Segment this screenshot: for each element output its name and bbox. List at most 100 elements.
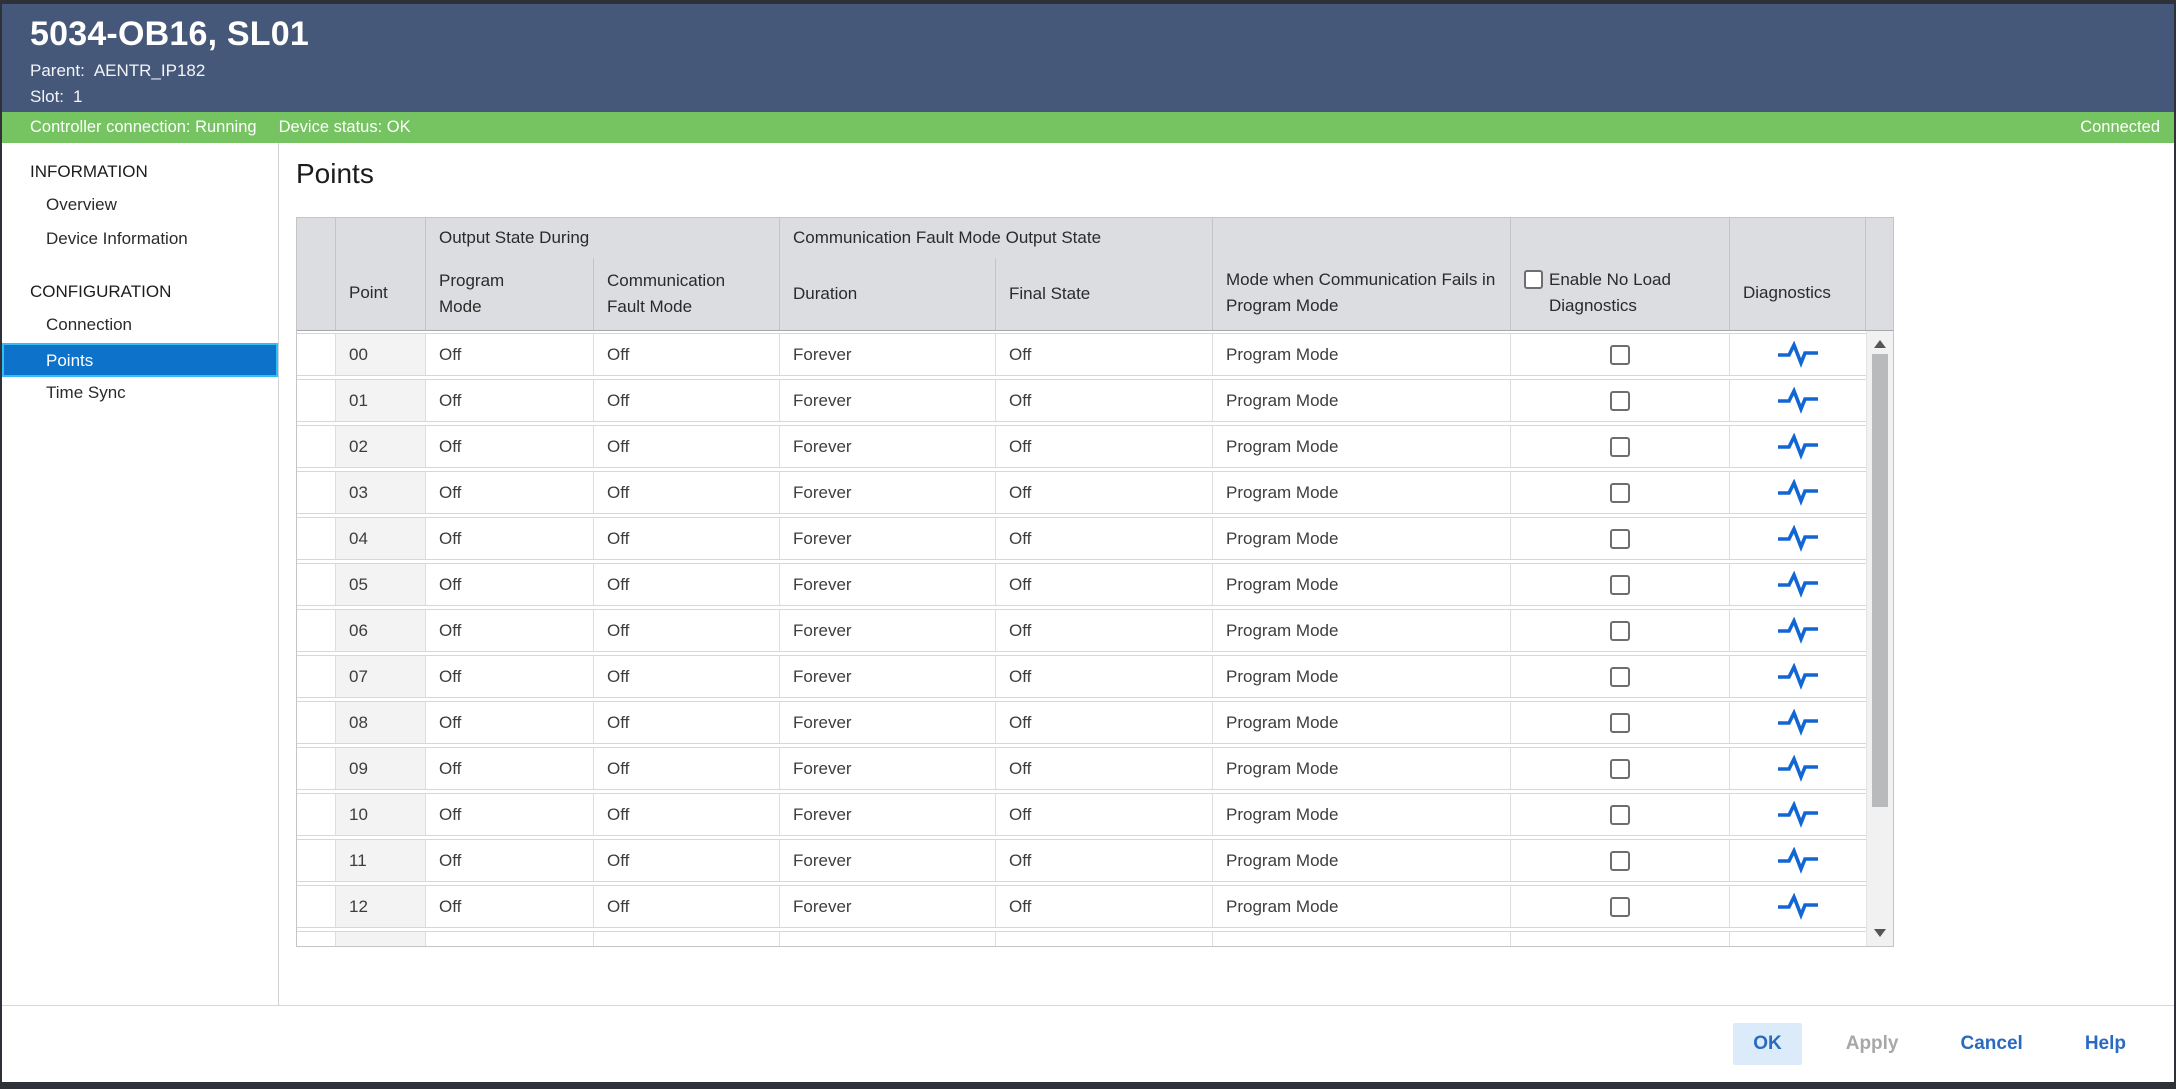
row-selector-cell[interactable]	[297, 702, 335, 743]
row-selector-cell[interactable]	[297, 610, 335, 651]
diagnostics-pulse-icon[interactable]	[1776, 800, 1820, 829]
duration-cell[interactable]: Forever	[779, 610, 995, 651]
row-selector-cell[interactable]	[297, 426, 335, 467]
row-selector-cell[interactable]	[297, 840, 335, 881]
communication-fault-mode-cell[interactable]: Off	[593, 794, 779, 835]
row-selector-cell[interactable]	[297, 518, 335, 559]
diagnostics-pulse-icon[interactable]	[1776, 892, 1820, 921]
diagnostics-pulse-icon[interactable]	[1776, 662, 1820, 691]
communication-fault-mode-cell[interactable]: Off	[593, 334, 779, 375]
vertical-scrollbar[interactable]	[1866, 331, 1893, 946]
row-selector-cell[interactable]	[297, 380, 335, 421]
final-state-cell[interactable]: Off	[995, 564, 1212, 605]
mode-when-communication-fails-cell[interactable]: Program Mode	[1212, 472, 1510, 513]
communication-fault-mode-cell[interactable]: Off	[593, 656, 779, 697]
communication-fault-mode-cell[interactable]: Off	[593, 840, 779, 881]
sidebar-item-time-sync[interactable]: Time Sync	[46, 383, 126, 402]
no-load-checkbox[interactable]	[1610, 390, 1630, 411]
mode-when-communication-fails-cell[interactable]: Program Mode	[1212, 610, 1510, 651]
row-selector-cell[interactable]	[297, 886, 335, 927]
row-selector-cell[interactable]	[297, 932, 335, 946]
diagnostics-pulse-icon[interactable]	[1776, 524, 1820, 553]
communication-fault-mode-cell[interactable]: Off	[593, 748, 779, 789]
row-selector-cell[interactable]	[297, 656, 335, 697]
diagnostics-pulse-icon[interactable]	[1776, 386, 1820, 415]
no-load-checkbox[interactable]	[1610, 850, 1630, 871]
no-load-checkbox[interactable]	[1610, 712, 1630, 733]
communication-fault-mode-cell[interactable]: Off	[593, 610, 779, 651]
diagnostics-pulse-icon[interactable]	[1776, 432, 1820, 461]
no-load-checkbox[interactable]	[1610, 574, 1630, 595]
diagnostics-pulse-icon[interactable]	[1776, 570, 1820, 599]
duration-cell[interactable]: Forever	[779, 518, 995, 559]
enable-no-load-all-checkbox[interactable]	[1524, 269, 1543, 289]
scrollbar-thumb[interactable]	[1872, 354, 1888, 807]
final-state-cell[interactable]: Off	[995, 334, 1212, 375]
communication-fault-mode-cell[interactable]	[593, 932, 779, 946]
final-state-cell[interactable]: Off	[995, 518, 1212, 559]
program-mode-cell[interactable]: Off	[425, 518, 593, 559]
mode-when-communication-fails-cell[interactable]: Program Mode	[1212, 702, 1510, 743]
mode-when-communication-fails-cell[interactable]: Program Mode	[1212, 656, 1510, 697]
program-mode-cell[interactable]: Off	[425, 886, 593, 927]
final-state-cell[interactable]: Off	[995, 472, 1212, 513]
no-load-checkbox[interactable]	[1610, 482, 1630, 503]
final-state-cell[interactable]: Off	[995, 426, 1212, 467]
communication-fault-mode-cell[interactable]: Off	[593, 564, 779, 605]
final-state-cell[interactable]: Off	[995, 610, 1212, 651]
communication-fault-mode-cell[interactable]: Off	[593, 886, 779, 927]
diagnostics-pulse-icon[interactable]	[1776, 754, 1820, 783]
duration-cell[interactable]: Forever	[779, 840, 995, 881]
no-load-checkbox[interactable]	[1610, 804, 1630, 825]
row-selector-cell[interactable]	[297, 334, 335, 375]
program-mode-cell[interactable]: Off	[425, 748, 593, 789]
program-mode-cell[interactable]: Off	[425, 380, 593, 421]
final-state-cell[interactable]: Off	[995, 794, 1212, 835]
program-mode-cell[interactable]: Off	[425, 702, 593, 743]
duration-cell[interactable]: Forever	[779, 794, 995, 835]
sidebar-item-connection[interactable]: Connection	[46, 315, 133, 334]
mode-when-communication-fails-cell[interactable]: Program Mode	[1212, 426, 1510, 467]
mode-when-communication-fails-cell[interactable]: Program Mode	[1212, 334, 1510, 375]
no-load-checkbox[interactable]	[1610, 758, 1630, 779]
row-selector-cell[interactable]	[297, 748, 335, 789]
final-state-cell[interactable]: Off	[995, 748, 1212, 789]
no-load-checkbox[interactable]	[1610, 344, 1630, 365]
no-load-checkbox[interactable]	[1610, 436, 1630, 457]
no-load-checkbox[interactable]	[1610, 620, 1630, 641]
final-state-cell[interactable]: Off	[995, 702, 1212, 743]
program-mode-cell[interactable]: Off	[425, 472, 593, 513]
communication-fault-mode-cell[interactable]: Off	[593, 380, 779, 421]
duration-cell[interactable]: Forever	[779, 886, 995, 927]
final-state-cell[interactable]	[995, 932, 1212, 946]
cancel-button[interactable]: Cancel	[1943, 1023, 2041, 1065]
mode-when-communication-fails-cell[interactable]: Program Mode	[1212, 794, 1510, 835]
no-load-checkbox[interactable]	[1610, 528, 1630, 549]
diagnostics-pulse-icon[interactable]	[1776, 708, 1820, 737]
diagnostics-pulse-icon[interactable]	[1776, 846, 1820, 875]
apply-button[interactable]: Apply	[1828, 1023, 1917, 1065]
scroll-up-icon[interactable]	[1867, 333, 1893, 355]
duration-cell[interactable]: Forever	[779, 564, 995, 605]
mode-when-communication-fails-cell[interactable]: Program Mode	[1212, 564, 1510, 605]
duration-cell[interactable]: Forever	[779, 656, 995, 697]
program-mode-cell[interactable]	[425, 932, 593, 946]
final-state-cell[interactable]: Off	[995, 886, 1212, 927]
communication-fault-mode-cell[interactable]: Off	[593, 472, 779, 513]
diagnostics-pulse-icon[interactable]	[1776, 340, 1820, 369]
mode-when-communication-fails-cell[interactable]: Program Mode	[1212, 380, 1510, 421]
communication-fault-mode-cell[interactable]: Off	[593, 426, 779, 467]
ok-button[interactable]: OK	[1733, 1023, 1802, 1065]
program-mode-cell[interactable]: Off	[425, 334, 593, 375]
program-mode-cell[interactable]: Off	[425, 610, 593, 651]
row-selector-cell[interactable]	[297, 472, 335, 513]
mode-when-communication-fails-cell[interactable]: Program Mode	[1212, 518, 1510, 559]
final-state-cell[interactable]: Off	[995, 840, 1212, 881]
program-mode-cell[interactable]: Off	[425, 794, 593, 835]
final-state-cell[interactable]: Off	[995, 656, 1212, 697]
no-load-checkbox[interactable]	[1610, 666, 1630, 687]
scroll-down-icon[interactable]	[1867, 922, 1893, 944]
program-mode-cell[interactable]: Off	[425, 426, 593, 467]
duration-cell[interactable]: Forever	[779, 334, 995, 375]
communication-fault-mode-cell[interactable]: Off	[593, 518, 779, 559]
